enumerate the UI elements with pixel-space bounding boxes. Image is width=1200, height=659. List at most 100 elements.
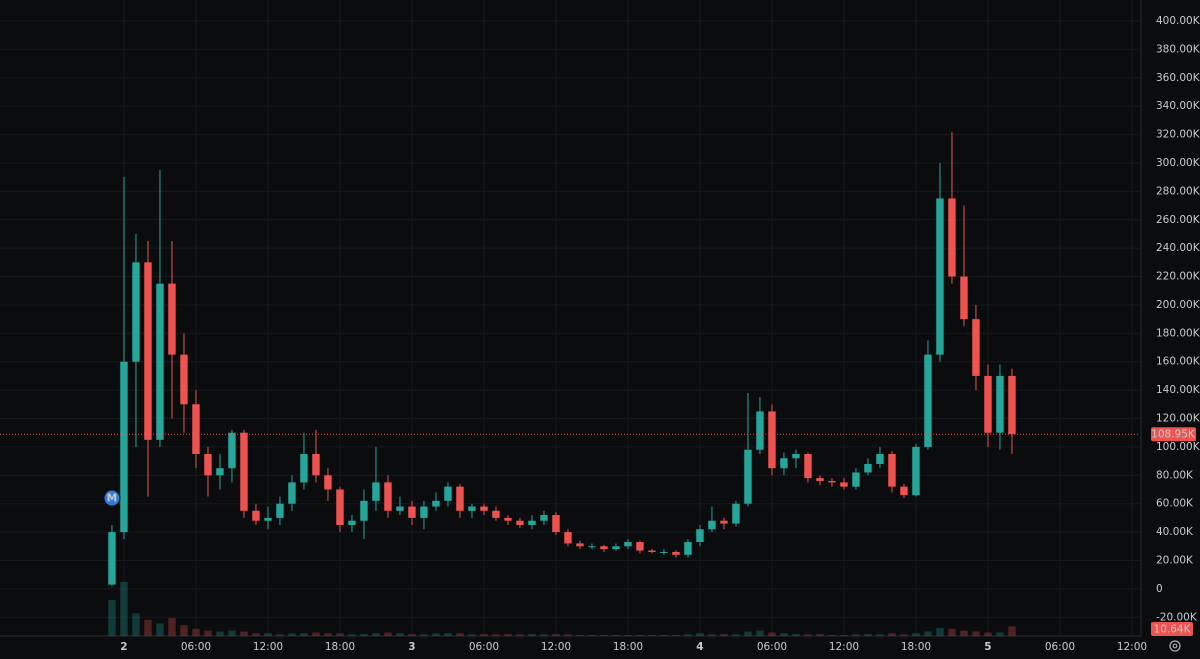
y-tick-label: 40.00K — [1156, 526, 1194, 538]
y-tick-label: 180.00K — [1156, 327, 1200, 339]
last-price-label: 108.95K — [1151, 429, 1196, 441]
volume-bar — [972, 631, 980, 636]
volume-bar — [876, 634, 884, 636]
candle-body — [912, 446, 920, 496]
candle-body — [504, 517, 512, 521]
volume-bar — [720, 634, 728, 636]
candle-body — [792, 454, 800, 459]
volume-bar — [228, 630, 236, 636]
candle-body — [264, 517, 272, 521]
candle-body — [972, 319, 980, 376]
candle-body — [252, 510, 260, 521]
volume-bar — [180, 625, 188, 636]
volume-bar — [624, 635, 632, 636]
candle-body — [900, 486, 908, 496]
y-tick-label: 60.00K — [1156, 498, 1194, 510]
volume-bar — [444, 633, 452, 636]
candle-body — [168, 283, 176, 355]
y-tick-label: 220.00K — [1156, 271, 1200, 283]
candle-body — [420, 506, 428, 518]
volume-bar — [528, 634, 536, 636]
volume-bar — [948, 628, 956, 636]
candle-body — [444, 486, 452, 501]
candle-body — [1008, 375, 1016, 435]
x-tick-label: 06:00 — [181, 641, 211, 653]
y-tick-label: 380.00K — [1156, 43, 1200, 55]
settings-icon-center[interactable] — [1172, 643, 1178, 649]
settings-icon[interactable] — [1169, 640, 1181, 652]
candle-body — [684, 542, 692, 555]
volume-bar — [900, 634, 908, 636]
candle-body — [960, 276, 968, 320]
last-price-box — [1151, 427, 1196, 442]
candle-body — [336, 489, 344, 525]
y-tick-label: 280.00K — [1156, 185, 1200, 197]
x-tick-label: 18:00 — [325, 641, 355, 653]
y-tick-label: 120.00K — [1156, 413, 1200, 425]
volume-bar — [372, 633, 380, 636]
candle-body — [468, 506, 476, 511]
candle-body — [372, 482, 380, 501]
marker — [103, 489, 121, 507]
volume-bar — [408, 634, 416, 636]
volume-bar — [588, 635, 596, 636]
volume-bar — [576, 635, 584, 636]
volume-bar — [192, 628, 200, 636]
volume-bar — [492, 634, 500, 636]
x-tick-label: 18:00 — [613, 641, 643, 653]
candle-body — [312, 454, 320, 476]
volume-bar — [360, 634, 368, 636]
volume-bar — [984, 632, 992, 636]
y-tick-label: 400.00K — [1156, 15, 1200, 27]
y-tick-label: 340.00K — [1156, 100, 1200, 112]
y-tick-label: 300.00K — [1156, 157, 1200, 169]
settings-button[interactable] — [1169, 640, 1181, 652]
marker-label: M — [107, 493, 117, 505]
candle-body — [768, 411, 776, 469]
candle-body — [120, 361, 128, 533]
candle-body — [612, 546, 620, 550]
x-tick-label: 2 — [120, 641, 127, 653]
candle-body — [648, 550, 656, 552]
candle-body — [888, 454, 896, 487]
candle-body — [588, 546, 596, 548]
volume-bar — [732, 634, 740, 636]
volume-bar — [420, 634, 428, 636]
volume-bar — [516, 634, 524, 636]
volume-bar — [552, 634, 560, 636]
candle-body — [144, 262, 152, 440]
candle-body — [288, 482, 296, 504]
candle-body — [852, 472, 860, 487]
volume-bar — [804, 634, 812, 636]
volume-bar — [312, 632, 320, 636]
x-tick-label: 3 — [408, 641, 415, 653]
volume-bar — [612, 635, 620, 636]
volume-bar — [384, 632, 392, 636]
volume-bars — [108, 582, 1016, 636]
candle-body — [204, 454, 212, 476]
candle-body — [876, 454, 884, 464]
volume-bar — [936, 627, 944, 636]
volume-bar — [264, 633, 272, 636]
volume-bar — [828, 635, 836, 636]
volume-bar — [480, 634, 488, 636]
volume-bar — [648, 635, 656, 636]
volume-bar — [132, 613, 140, 636]
candle-body — [108, 532, 116, 585]
candle-body — [756, 411, 764, 450]
y-tick-label: 0 — [1156, 583, 1163, 595]
candle-body — [360, 500, 368, 521]
volume-bar — [276, 634, 284, 636]
candle-body — [552, 515, 560, 533]
volume-bar — [660, 635, 668, 636]
volume-bar — [816, 634, 824, 636]
candle-body — [696, 529, 704, 543]
volume-bar — [684, 634, 692, 636]
candle-body — [948, 198, 956, 277]
volume-bar — [540, 634, 548, 636]
volume-bar — [396, 633, 404, 636]
y-tick-label: 20.00K — [1156, 554, 1194, 566]
volume-bar — [336, 633, 344, 636]
candle-body — [300, 454, 308, 483]
